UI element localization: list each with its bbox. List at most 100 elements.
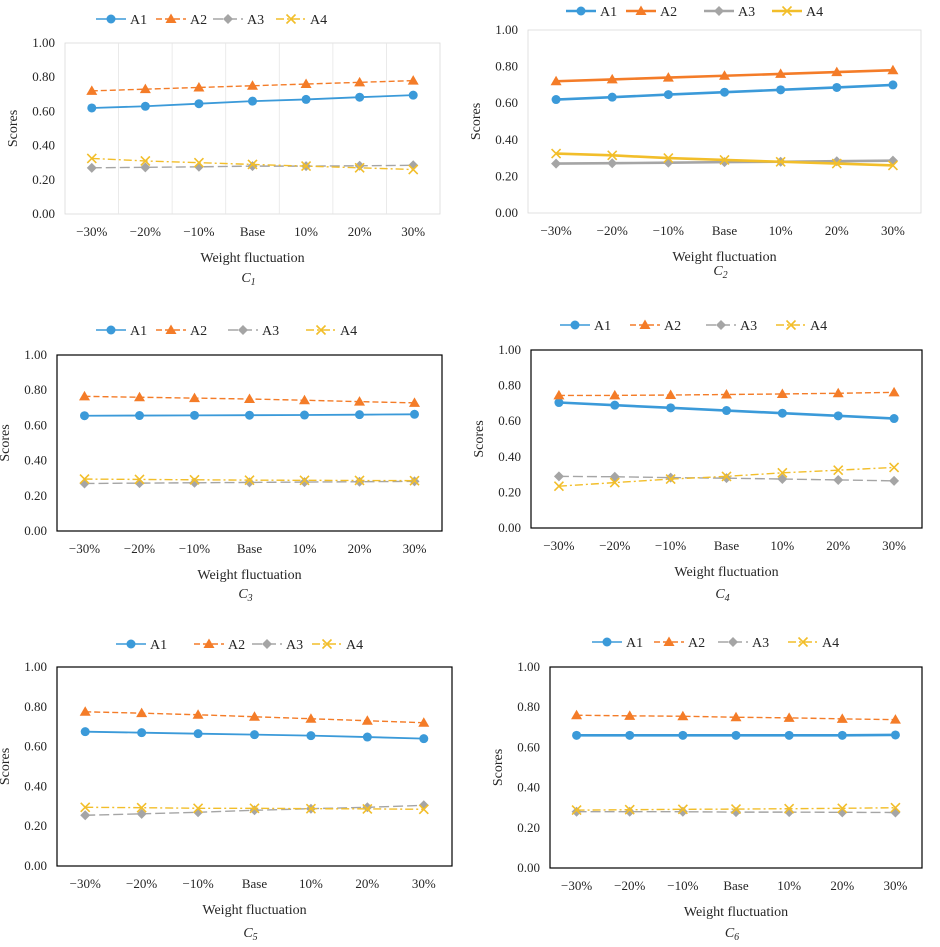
legend-marker	[106, 14, 116, 24]
data-point-a1	[890, 730, 900, 740]
x-tick-label: 30%	[412, 876, 436, 891]
data-point-a2	[730, 711, 742, 722]
legend-label-a4: A4	[340, 324, 357, 339]
y-tick-label: 0.00	[24, 858, 47, 873]
data-point-a4	[889, 462, 900, 473]
data-point-a2	[354, 396, 365, 406]
legend-label-a2: A2	[660, 5, 677, 20]
data-point-a4	[193, 803, 204, 814]
plot-area	[527, 29, 922, 214]
data-point-a1	[137, 728, 147, 738]
data-point-a1	[193, 729, 203, 739]
data-point-a4	[777, 467, 788, 478]
y-tick-label: 0.40	[495, 132, 518, 147]
legend-marker	[797, 636, 809, 648]
y-tick-label: 0.20	[517, 820, 540, 835]
y-tick-label: 0.80	[498, 378, 521, 393]
chart-caption: C6	[725, 926, 739, 943]
data-point-a4	[833, 465, 844, 476]
data-point-a3	[354, 160, 365, 171]
x-tick-label: Base	[712, 223, 738, 238]
data-point-a4	[677, 804, 688, 815]
y-tick-label: 0.80	[32, 69, 55, 84]
y-tick-label: 1.00	[498, 342, 521, 357]
legend-marker	[716, 320, 726, 330]
y-tick-label: 0.80	[517, 699, 540, 714]
legend-marker	[785, 319, 797, 331]
data-point-a2	[354, 76, 366, 87]
data-point-a1	[410, 409, 419, 419]
legend-label-a2: A2	[190, 13, 207, 28]
legend-label-a1: A1	[130, 13, 147, 28]
plot-area	[530, 349, 923, 529]
legend-label-a3: A3	[286, 638, 303, 653]
data-point-a2	[300, 78, 312, 89]
data-point-a1	[135, 411, 144, 421]
data-point-a1	[889, 414, 899, 424]
data-point-a4	[607, 150, 618, 161]
legend-label-a4: A4	[810, 319, 827, 334]
legend: A1 A2 A3 A4	[592, 636, 839, 651]
data-point-a1	[607, 92, 617, 102]
data-point-a4	[719, 154, 730, 165]
x-tick-label: 20%	[355, 876, 379, 891]
data-point-a4	[140, 155, 151, 167]
legend-label-a4: A4	[822, 636, 839, 651]
y-tick-label: 0.40	[498, 449, 521, 464]
data-point-a2	[418, 717, 430, 727]
legend-label-a4: A4	[310, 13, 327, 28]
data-point-a4	[663, 153, 674, 164]
x-tick-label: Base	[240, 224, 266, 239]
x-tick-label: 20%	[825, 223, 849, 238]
data-point-a4	[80, 802, 91, 813]
x-tick-label: Base	[242, 876, 268, 891]
y-tick-label: 0.40	[24, 453, 47, 468]
data-point-a3	[140, 162, 151, 173]
legend-marker	[126, 639, 136, 649]
data-point-a4	[305, 803, 316, 814]
y-axis-title: Scores	[491, 749, 506, 786]
x-tick-label: −10%	[667, 878, 698, 893]
legend-marker	[285, 13, 297, 25]
data-point-a3	[721, 473, 732, 484]
x-axis-title: Weight fluctuation	[197, 568, 301, 583]
data-point-a2	[79, 706, 91, 716]
data-point-a2	[836, 713, 848, 723]
data-point-a4	[136, 802, 147, 813]
data-point-a3	[136, 808, 147, 819]
data-point-a3	[134, 478, 145, 489]
y-tick-label: 0.20	[24, 818, 47, 833]
x-tick-label: 10%	[299, 876, 323, 891]
y-tick-label: 0.00	[495, 205, 518, 220]
data-point-a2	[783, 712, 795, 722]
x-axis-title: Weight fluctuation	[202, 903, 306, 918]
data-point-a2	[606, 73, 618, 84]
x-tick-label: 10%	[777, 878, 801, 893]
y-tick-label: 1.00	[24, 659, 47, 674]
legend-label-a2: A2	[688, 636, 705, 651]
legend-marker	[602, 637, 612, 647]
data-point-a1	[551, 95, 561, 105]
data-point-a4	[784, 803, 795, 814]
legend-label-a1: A1	[626, 636, 643, 651]
legend-marker	[576, 6, 586, 16]
y-tick-label: 1.00	[24, 347, 47, 362]
data-point-a4	[775, 156, 786, 167]
data-point-a1	[833, 411, 843, 421]
x-axis-title: Weight fluctuation	[684, 905, 788, 920]
data-point-a4	[624, 804, 635, 815]
y-axis-title: Scores	[469, 103, 484, 140]
data-point-a2	[624, 710, 636, 720]
data-point-a4	[86, 153, 97, 164]
y-tick-label: 0.80	[495, 59, 518, 74]
legend-label-a4: A4	[346, 638, 363, 653]
chart-panel-1: 0.00 0.20 0.40 0.60 0.80 1.00 −30% −20% −10% Base…	[6, 13, 441, 288]
legend-marker	[203, 638, 215, 648]
data-point-a1	[663, 90, 673, 100]
legend-marker	[238, 325, 248, 335]
legend: A1 A2 A3 A4	[116, 638, 363, 653]
data-point-a2	[409, 397, 420, 407]
data-point-a1	[610, 400, 620, 410]
x-tick-label: −10%	[655, 538, 686, 553]
data-point-a2	[887, 64, 899, 75]
